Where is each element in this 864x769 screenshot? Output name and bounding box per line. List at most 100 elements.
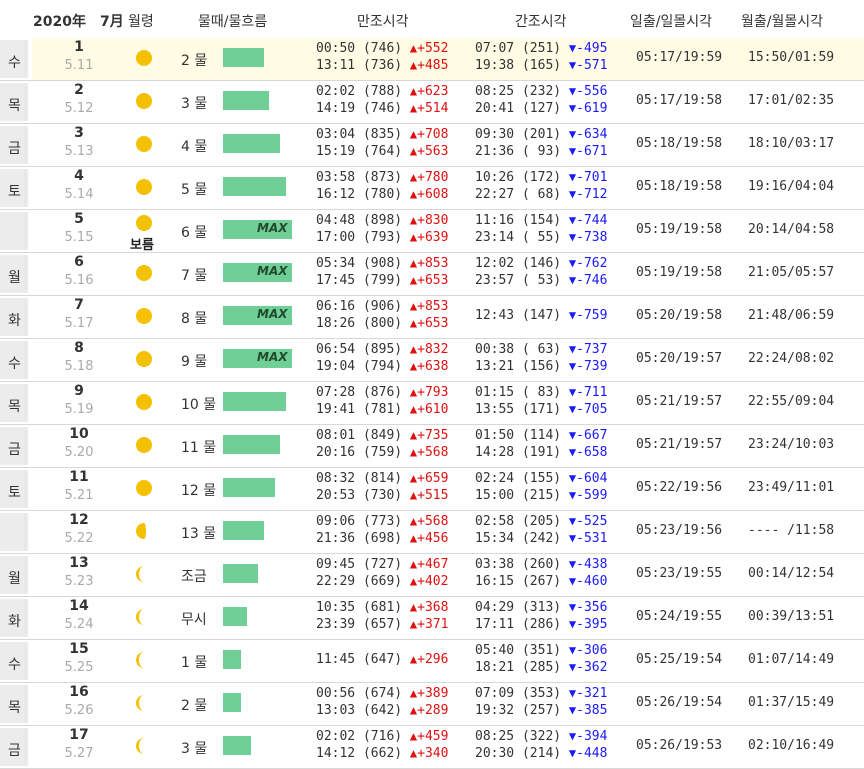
rise-arrow-icon: ▲ [409,402,418,416]
low-tide-time: 21:36 ( 93) [475,144,569,159]
rise-arrow-icon: ▲ [409,342,418,356]
header-high-tide: 만조시각 [357,14,409,30]
low-tide-entry: 08:25 (232) ▼-556 [475,84,607,99]
weekday-tab: 토 [0,470,29,508]
crescent-moon-icon [136,738,144,754]
fall-arrow-icon: ▼ [568,428,577,442]
fall-arrow-icon: ▼ [568,514,577,528]
tide-difference: -306 [576,643,608,658]
low-tide-entry: 12:02 (146) ▼-762 [475,256,607,271]
tide-day-label: 3 물 [181,96,208,112]
low-tide-entry: 07:09 (353) ▼-321 [475,686,607,701]
tide-difference: -362 [576,660,608,675]
table-row: 일 12 5.22 13 물 09:06 (773) ▲+568 21:36 (698) … [0,511,864,554]
solar-day: 7 [74,297,84,313]
high-tide-entry: 06:54 (895) ▲+832 [316,342,448,357]
moonrise-moonset: 21:05/05:57 [748,265,835,280]
tide-difference: -658 [576,445,608,460]
tide-difference: -671 [576,144,608,159]
sunrise-sunset: 05:20/19:58 [636,308,723,323]
tide-day-label: 2 물 [181,53,208,69]
tide-difference: -739 [576,359,608,374]
tide-difference: +659 [417,471,449,486]
moon-icon [136,394,152,410]
high-tide-time: 09:45 (727) [316,557,410,572]
fall-arrow-icon: ▼ [568,256,577,270]
lunar-date: 5.17 [64,316,94,331]
low-tide-time: 08:25 (232) [475,84,569,99]
tide-difference: -531 [576,531,608,546]
moonrise-moonset: 02:10/16:49 [748,738,835,753]
max-flow-label: MAX [257,307,288,321]
high-tide-time: 19:04 (794) [316,359,410,374]
rise-arrow-icon: ▲ [409,617,418,631]
weekday-label: 금 [8,141,21,157]
weekday-tab: 토 [0,169,29,207]
tide-difference: +340 [417,746,449,761]
rise-arrow-icon: ▲ [409,127,418,141]
lunar-date: 5.19 [64,402,94,417]
low-tide-entry: 19:38 (165) ▼-571 [475,58,607,73]
rise-arrow-icon: ▲ [409,746,418,760]
moonrise-moonset: 17:01/02:35 [748,93,835,108]
weekday-label: 수 [8,356,21,372]
high-tide-time: 02:02 (788) [316,84,410,99]
weekday-tab: 목 [0,384,29,422]
solar-day: 15 [69,641,89,657]
high-tide-time: 06:16 (906) [316,299,410,314]
tide-difference: +853 [417,299,449,314]
tide-difference: -321 [576,686,608,701]
weekday-tab: 금 [0,427,29,465]
low-tide-entry: 20:30 (214) ▼-448 [475,746,607,761]
rise-arrow-icon: ▲ [409,703,418,717]
rise-arrow-icon: ▲ [409,428,418,442]
weekday-label: 금 [8,442,21,458]
fall-arrow-icon: ▼ [568,187,577,201]
rise-arrow-icon: ▲ [409,299,418,313]
header-sunrise-sunset: 일출/일몰시각 [630,14,712,30]
solar-day: 12 [69,512,89,528]
rise-arrow-icon: ▲ [409,101,418,115]
low-tide-entry: 14:28 (191) ▼-658 [475,445,607,460]
tide-day-label: 13 물 [181,526,217,542]
solar-day: 17 [69,727,89,743]
lunar-date: 5.14 [64,187,94,202]
tide-difference: +371 [417,617,449,632]
low-tide-entry: 05:40 (351) ▼-306 [475,643,607,658]
high-tide-entry: 11:45 (647) ▲+296 [316,652,448,667]
low-tide-entry: 20:41 (127) ▼-619 [475,101,607,116]
tide-difference: +402 [417,574,449,589]
tide-flow-bar [223,521,264,540]
tide-flow-bar [223,478,275,497]
fall-arrow-icon: ▼ [568,445,577,459]
low-tide-time: 04:29 (313) [475,600,569,615]
fall-arrow-icon: ▼ [568,84,577,98]
rise-arrow-icon: ▲ [409,41,418,55]
header-moonrise-moonset: 월출/월몰시각 [741,14,823,30]
table-row: 수 15 5.25 1 물 11:45 (647) ▲+296 05:40 (351) ▼… [0,640,864,683]
table-row: 토 11 5.21 12 물 08:32 (814) ▲+659 20:53 (730) … [0,468,864,511]
tide-flow-bar [223,220,292,239]
high-tide-time: 07:28 (876) [316,385,410,400]
fall-arrow-icon: ▼ [568,213,577,227]
low-tide-time: 18:21 (285) [475,660,569,675]
tide-day-label: 7 물 [181,268,208,284]
low-tide-time: 03:38 (260) [475,557,569,572]
weekday-tab: 화 [0,298,29,336]
high-tide-time: 02:02 (716) [316,729,410,744]
fall-arrow-icon: ▼ [568,402,577,416]
fall-arrow-icon: ▼ [568,729,577,743]
tide-difference: -385 [576,703,608,718]
high-tide-entry: 03:58 (873) ▲+780 [316,170,448,185]
sunrise-sunset: 05:25/19:54 [636,652,723,667]
high-tide-entry: 13:11 (736) ▲+485 [316,58,448,73]
high-tide-time: 10:35 (681) [316,600,410,615]
rise-arrow-icon: ▲ [409,488,418,502]
moon-icon [136,136,152,152]
high-tide-entry: 19:41 (781) ▲+610 [316,402,448,417]
tide-difference: +459 [417,729,449,744]
moon-icon [136,265,152,281]
low-tide-time: 15:00 (215) [475,488,569,503]
table-row: 금 3 5.13 4 물 03:04 (835) ▲+708 15:19 (764) ▲+… [0,124,864,167]
low-tide-time: 11:16 (154) [475,213,569,228]
